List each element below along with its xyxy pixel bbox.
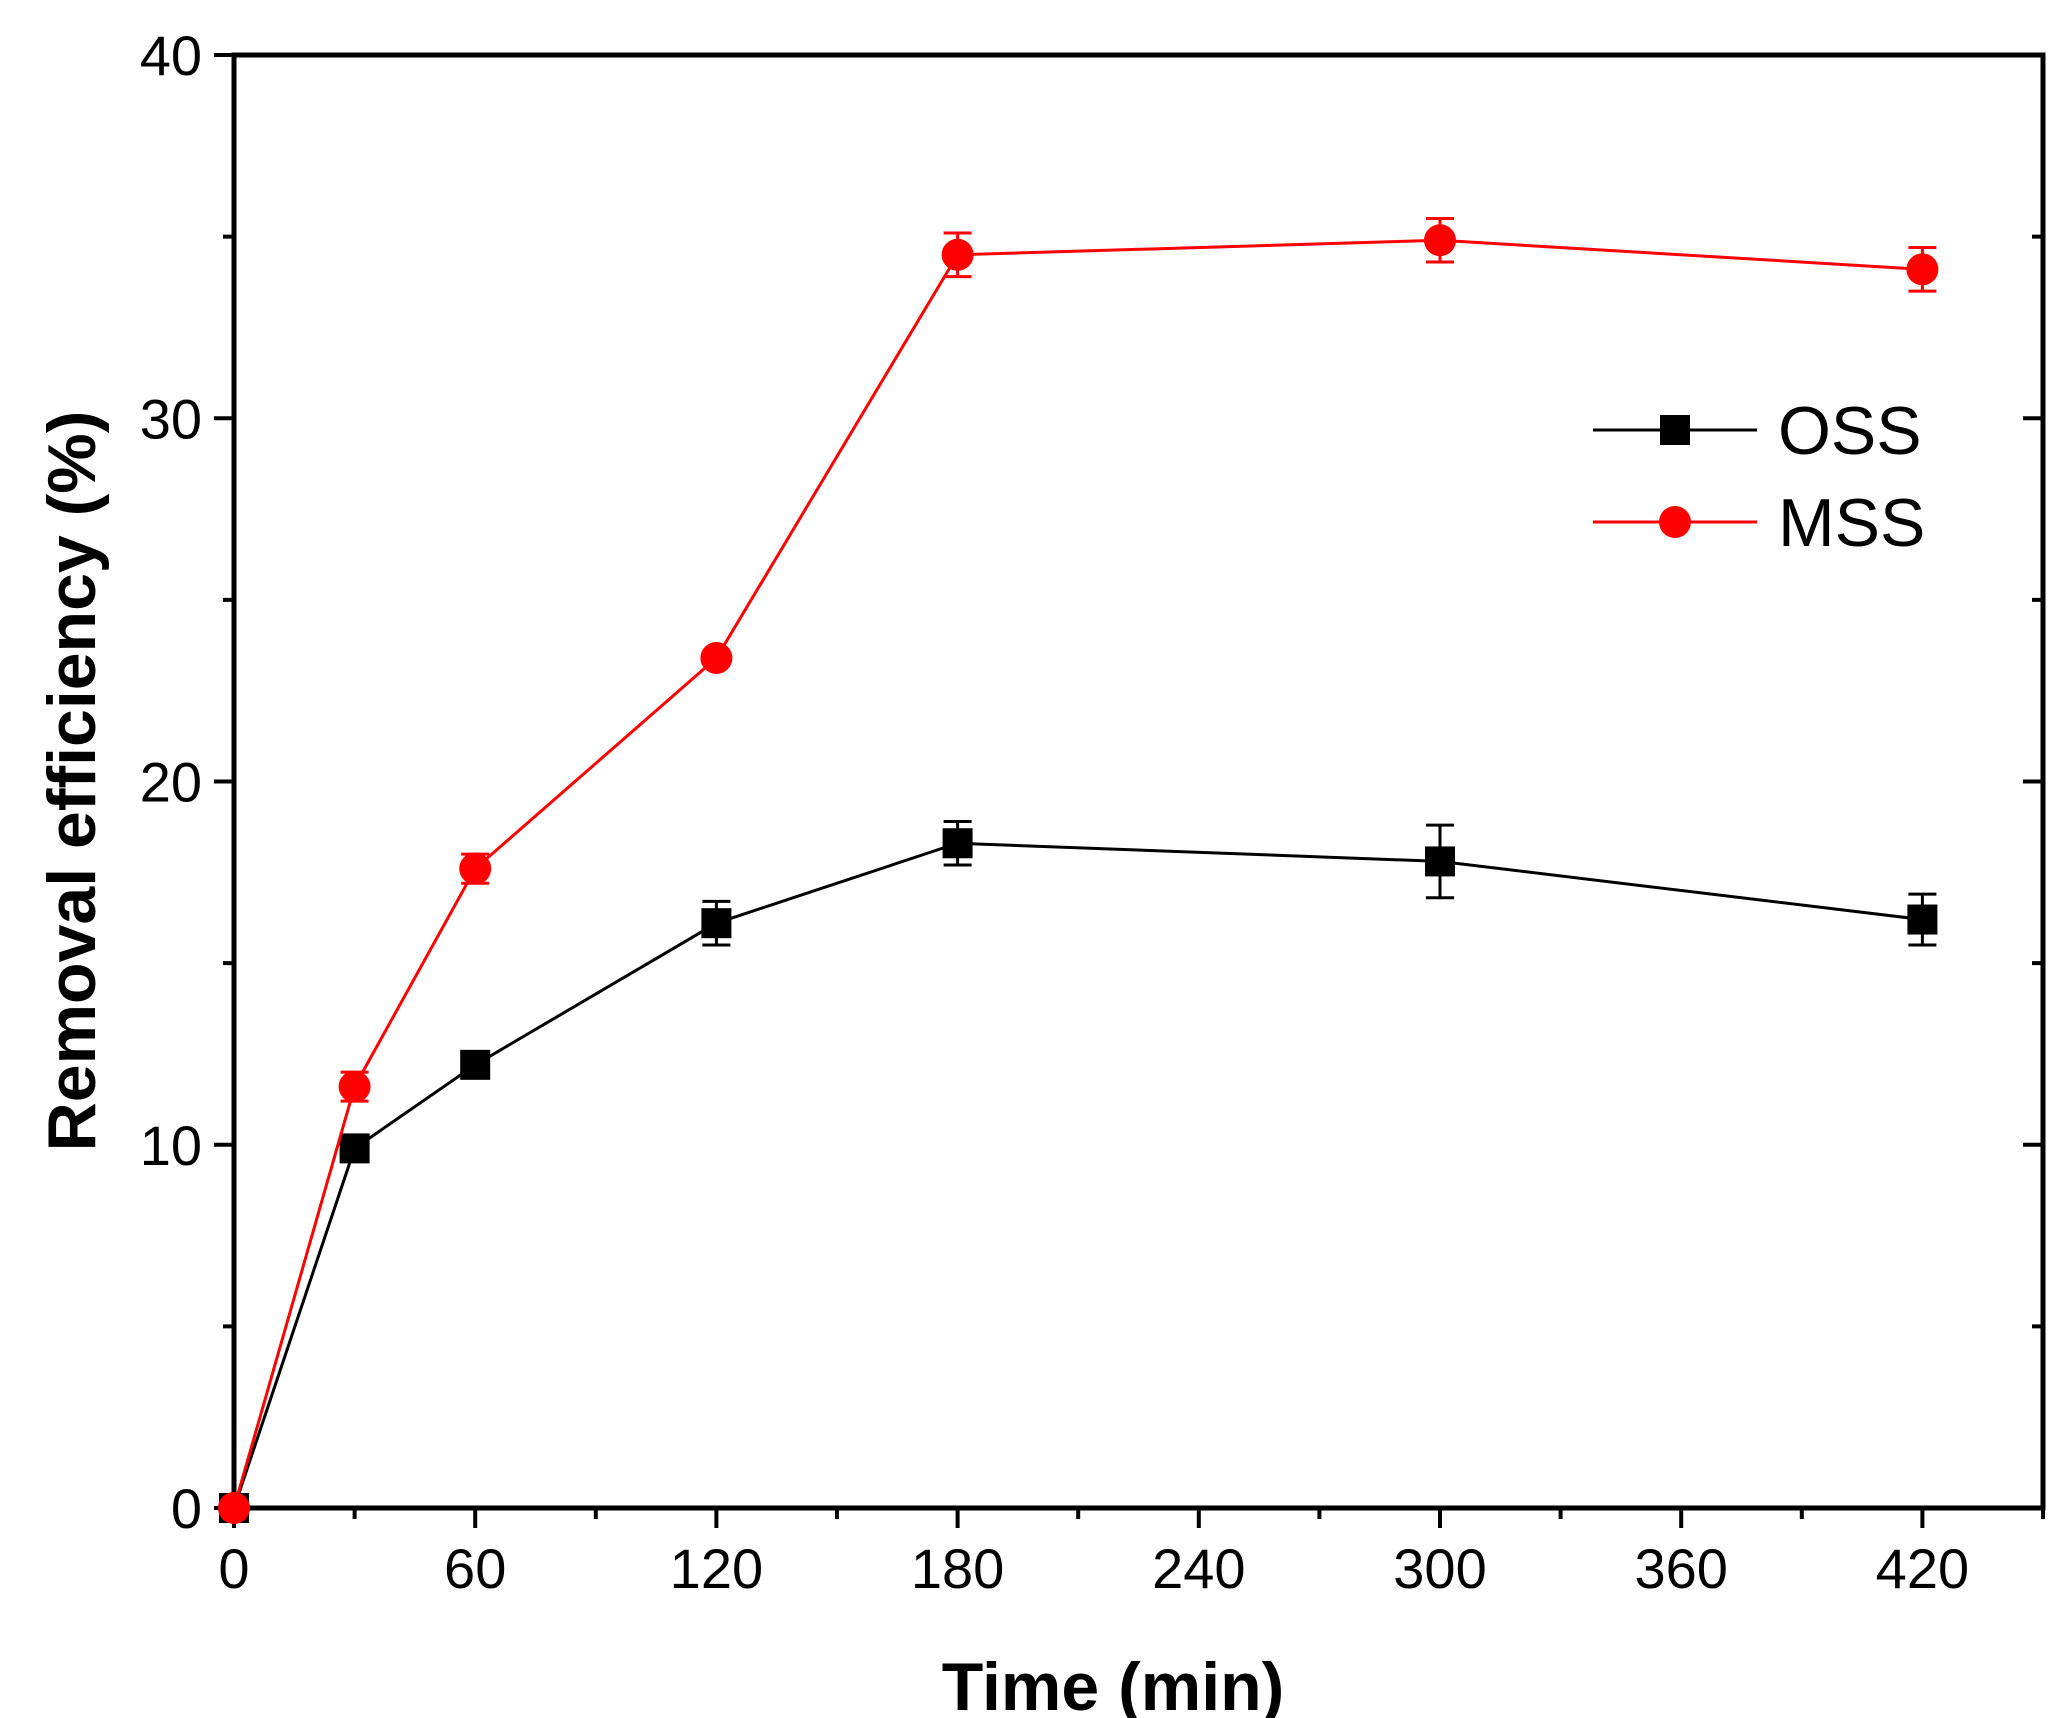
y-tick-label: 40 [140, 24, 202, 87]
data-point-oss [1907, 904, 1938, 935]
series-layer [218, 216, 1939, 1524]
data-point-oss [1425, 846, 1455, 877]
series-mss [218, 216, 1939, 1524]
x-tick-label: 300 [1393, 1537, 1486, 1600]
data-point-mss [941, 238, 974, 271]
y-tick-label: 30 [140, 387, 202, 450]
data-point-mss [218, 1492, 250, 1524]
data-point-oss [460, 1049, 491, 1080]
y-tick-label: 0 [171, 1477, 202, 1540]
x-tick-label: 180 [911, 1537, 1004, 1600]
data-point-mss [459, 852, 492, 885]
legend-label: MSS [1778, 485, 1925, 561]
legend-item-oss: OSS [1593, 393, 1922, 469]
series-oss [219, 819, 1938, 1523]
data-point-oss [701, 908, 732, 939]
legend: OSS MSS [1593, 393, 1925, 561]
data-point-mss [1424, 224, 1456, 257]
y-tick-label: 20 [140, 751, 202, 814]
legend-item-mss: MSS [1593, 485, 1925, 561]
data-point-oss [339, 1133, 370, 1164]
data-point-oss [942, 828, 973, 859]
series-line-oss [232, 841, 1923, 1509]
x-tick-label: 420 [1876, 1537, 1969, 1600]
data-point-mss [700, 641, 733, 674]
axis-ticks: 0 60 120 180 240 300 360 420 0 10 20 30 40 [140, 24, 2045, 1600]
x-tick-label: 60 [444, 1537, 506, 1600]
x-tick-label: 360 [1634, 1537, 1727, 1600]
data-point-mss [1906, 253, 1939, 286]
x-tick-label: 0 [218, 1537, 249, 1600]
legend-marker-circle [1659, 506, 1691, 538]
y-tick-label: 10 [140, 1114, 202, 1177]
legend-label: OSS [1778, 393, 1922, 469]
x-tick-label: 240 [1152, 1537, 1245, 1600]
x-tick-label: 120 [670, 1537, 763, 1600]
y-axis-title: Removal efficiency (%) [34, 411, 110, 1152]
legend-marker-square [1660, 415, 1690, 445]
data-point-mss [338, 1070, 371, 1103]
plot-frame [231, 52, 2046, 1511]
x-axis-title: Time (min) [942, 1649, 1285, 1718]
